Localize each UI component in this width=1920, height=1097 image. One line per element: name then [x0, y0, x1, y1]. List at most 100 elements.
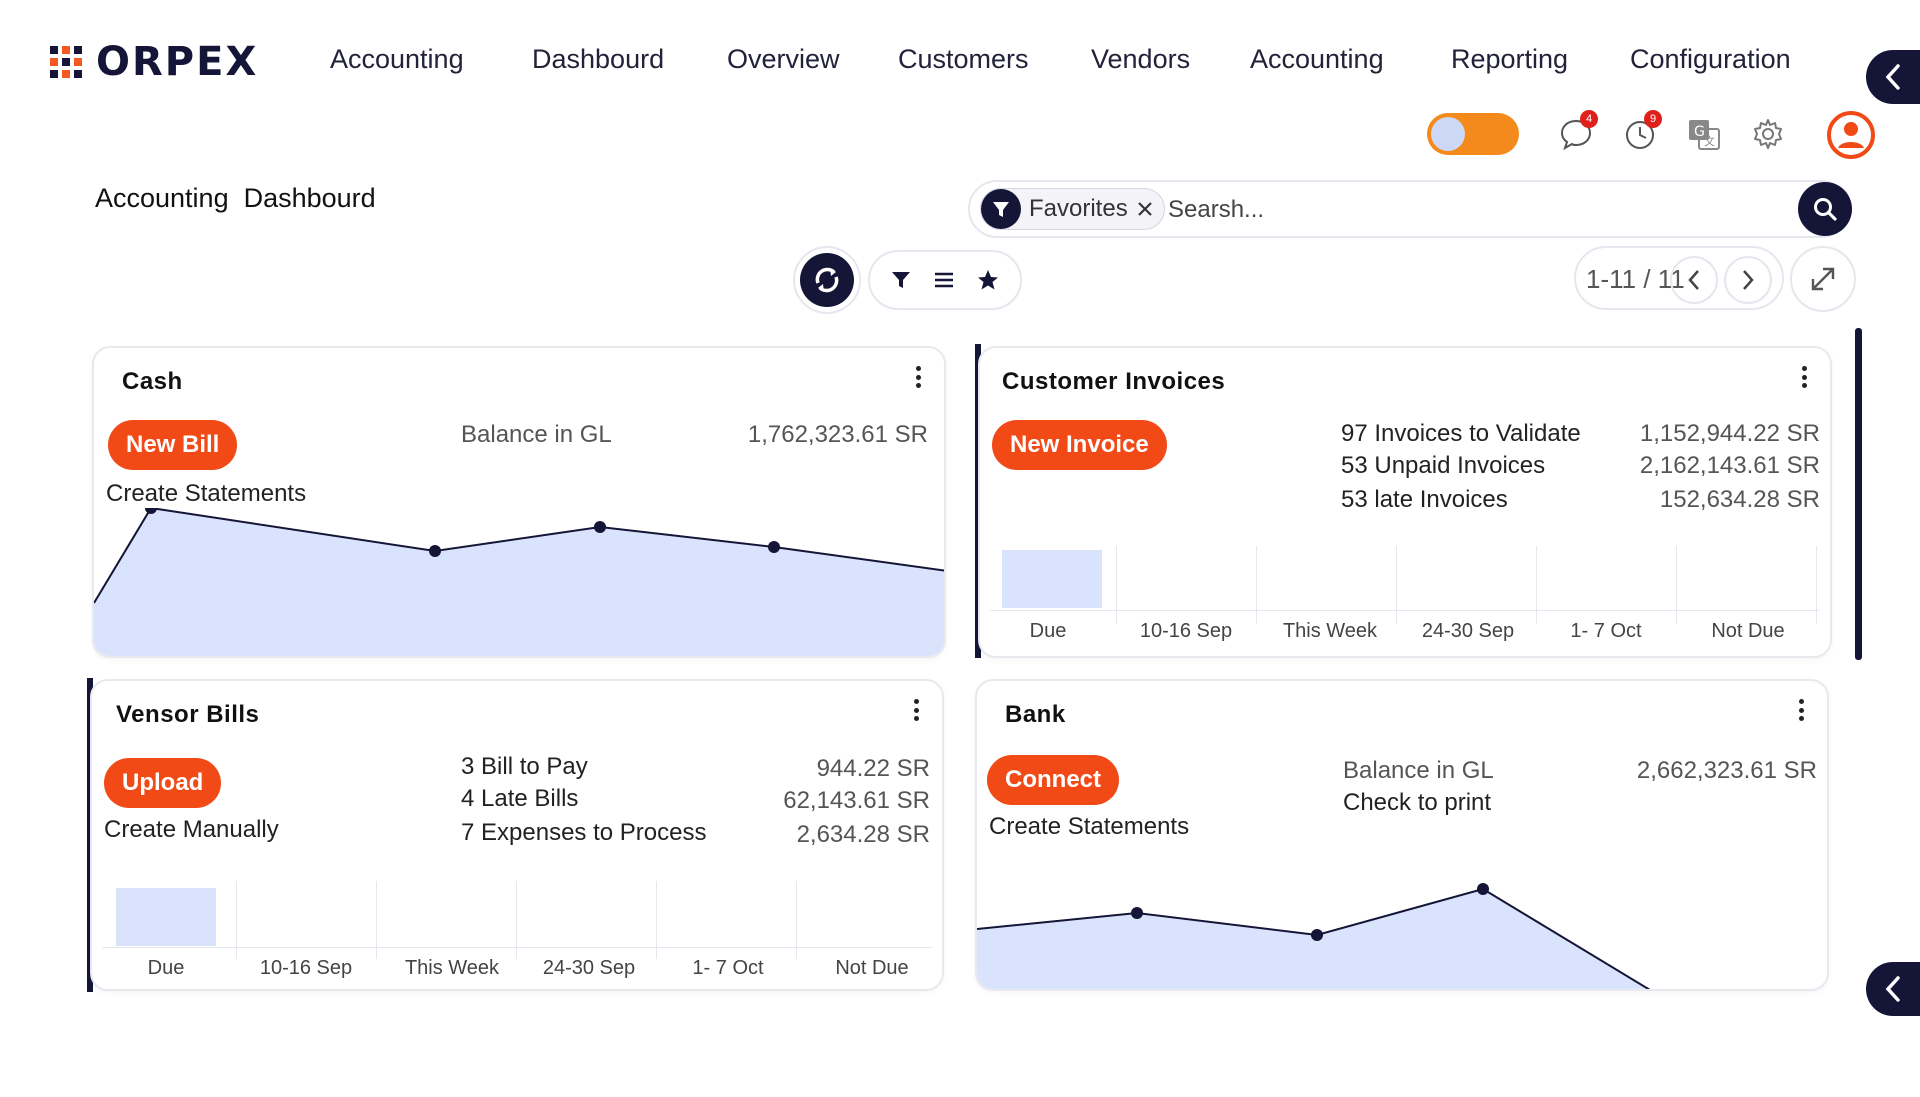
favorites-filter-chip[interactable]: Favorites	[980, 188, 1165, 230]
search-bar: Favorites	[968, 180, 1852, 238]
brand-name: ORPEX	[96, 39, 259, 85]
bucket-divider	[516, 881, 517, 959]
nav-item-customers[interactable]: Customers	[898, 44, 1029, 74]
unpaid-invoices-value: 2,162,143.61 SR	[1639, 452, 1820, 479]
create-statements-link[interactable]: Create Statements	[989, 813, 1190, 840]
activity-badge: 9	[1644, 110, 1662, 128]
apps-grid-icon	[50, 46, 82, 78]
pager: 1-11 / 11	[1574, 246, 1784, 310]
nav-item-dashboard[interactable]: Dashbourd	[532, 44, 665, 74]
search-input[interactable]	[1168, 192, 1768, 228]
upload-button[interactable]: Upload	[104, 758, 222, 808]
chart-baseline	[102, 947, 932, 948]
create-statements-link[interactable]: Create Statements	[106, 480, 307, 507]
chevron-left-icon	[1688, 270, 1699, 290]
bucket-label: Due	[147, 957, 185, 979]
late-invoices-label[interactable]: 53 late Invoices	[1341, 486, 1508, 513]
balance-value: 1,762,323.61 SR	[747, 421, 928, 448]
balance-label: Balance in GL	[461, 421, 612, 448]
bucket-divider	[376, 881, 377, 959]
bank-card: Bank Connect Create Statements Balance i…	[975, 679, 1829, 991]
bank-trend-chart	[977, 883, 1651, 989]
close-icon[interactable]	[1136, 200, 1154, 218]
bucket-divider	[1256, 546, 1257, 624]
refresh-button[interactable]	[793, 246, 861, 314]
cash-card: Cash New Bill Balance in GL 1,762,323.61…	[92, 346, 946, 658]
card-title: Customer Invoices	[1002, 368, 1226, 395]
prev-page-button[interactable]	[1670, 256, 1718, 304]
unpaid-invoices-label[interactable]: 53 Unpaid Invoices	[1341, 452, 1546, 479]
theme-toggle[interactable]	[1427, 113, 1519, 155]
due-bar[interactable]	[116, 888, 216, 946]
connect-button[interactable]: Connect	[987, 755, 1119, 805]
chevron-left-icon	[1885, 976, 1900, 1002]
bucket-divider	[1396, 546, 1397, 624]
svg-text:G: G	[1694, 124, 1705, 140]
chat-button[interactable]: 4	[1556, 110, 1598, 154]
svg-text:文: 文	[1704, 134, 1715, 148]
nav-item-reporting[interactable]: Reporting	[1451, 44, 1569, 74]
chevron-left-icon	[1885, 64, 1900, 90]
nav-item-accounting[interactable]: Accounting	[330, 44, 464, 74]
bucket-divider	[236, 881, 237, 959]
kebab-menu-icon[interactable]	[1802, 366, 1808, 388]
refresh-icon	[815, 267, 839, 293]
bucket-divider	[1816, 546, 1817, 624]
invoices-to-validate-value: 1,152,944.22 SR	[1639, 420, 1820, 447]
bills-to-pay-label[interactable]: 3 Bill to Pay	[461, 753, 588, 780]
bucket-divider	[656, 881, 657, 959]
user-avatar-button[interactable]	[1826, 110, 1876, 160]
vendor-bills-card: Vensor Bills Upload Create Manually 3 Bi…	[90, 679, 944, 991]
nav-item-overview[interactable]: Overview	[727, 44, 840, 74]
kebab-menu-icon[interactable]	[916, 366, 922, 388]
next-page-button[interactable]	[1724, 256, 1772, 304]
filter-icon[interactable]	[890, 269, 912, 291]
pager-label: 1-11 / 11	[1586, 264, 1685, 294]
bucket-label: This Week	[1282, 620, 1378, 642]
balance-label: Balance in GL	[1343, 757, 1494, 784]
bucket-label: 10-16 Sep	[1139, 620, 1233, 642]
nav-item-vendors[interactable]: Vendors	[1091, 44, 1191, 74]
view-tools	[868, 250, 1022, 310]
nav-item-configuration[interactable]: Configuration	[1630, 44, 1791, 74]
expand-icon	[1811, 267, 1835, 291]
check-to-print-link[interactable]: Check to print	[1343, 789, 1492, 816]
expenses-to-process-value: 2,634.28 SR	[796, 821, 930, 848]
list-icon[interactable]	[933, 269, 955, 291]
late-bills-label[interactable]: 4 Late Bills	[461, 785, 579, 812]
bucket-label: Not Due	[1711, 620, 1785, 642]
chevron-right-icon	[1743, 270, 1754, 290]
chat-icon	[1560, 119, 1592, 151]
chat-badge: 4	[1580, 110, 1598, 128]
user-avatar-icon	[1827, 111, 1875, 159]
bucket-label: 24-30 Sep	[542, 957, 636, 979]
star-icon[interactable]	[976, 268, 1000, 292]
settings-button[interactable]	[1748, 114, 1788, 154]
create-manually-link[interactable]: Create Manually	[104, 816, 279, 843]
chart-baseline	[990, 610, 1820, 611]
kebab-menu-icon[interactable]	[1799, 699, 1805, 721]
new-bill-button[interactable]: New Bill	[108, 420, 238, 470]
brand-logo[interactable]: ORPEX	[50, 39, 259, 85]
search-button[interactable]	[1798, 182, 1852, 236]
late-bills-value: 62,143.61 SR	[783, 787, 930, 814]
collapse-bottom-button[interactable]	[1866, 962, 1920, 1016]
bucket-divider	[1116, 546, 1117, 624]
expenses-to-process-label[interactable]: 7 Expenses to Process	[461, 819, 707, 846]
bucket-label: Due	[1029, 620, 1067, 642]
late-invoices-value: 152,634.28 SR	[1659, 486, 1820, 513]
scrollbar-thumb[interactable]	[1855, 328, 1862, 660]
invoices-to-validate-label[interactable]: 97 Invoices to Validate	[1341, 420, 1581, 447]
bucket-label: 24-30 Sep	[1421, 620, 1515, 642]
due-bar[interactable]	[1002, 550, 1102, 608]
nav-item-accounting-2[interactable]: Accounting	[1250, 44, 1384, 74]
clock-icon	[1626, 121, 1654, 149]
kebab-menu-icon[interactable]	[914, 699, 920, 721]
balance-value: 2,662,323.61 SR	[1636, 757, 1817, 784]
expand-button[interactable]	[1790, 246, 1856, 312]
new-invoice-button[interactable]: New Invoice	[992, 420, 1167, 470]
collapse-top-button[interactable]	[1866, 50, 1920, 104]
bucket-label: 10-16 Sep	[259, 957, 353, 979]
activity-button[interactable]: 9	[1620, 110, 1662, 154]
